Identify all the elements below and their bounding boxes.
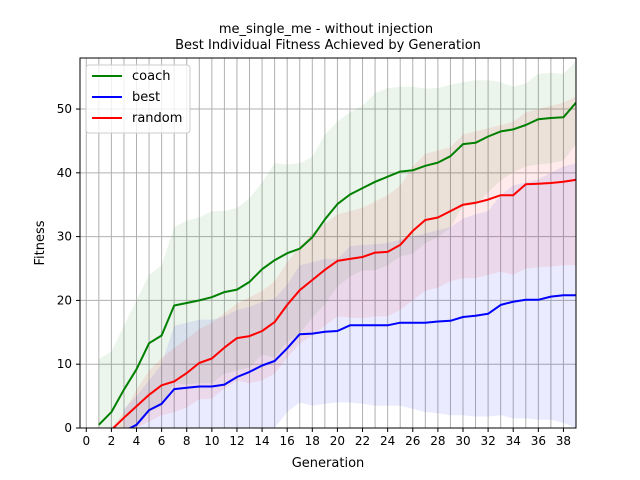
x-axis-label: Generation xyxy=(292,456,365,471)
y-tick-label: 50 xyxy=(57,102,72,116)
legend-label-coach: coach xyxy=(132,69,170,84)
legend-box xyxy=(85,64,191,134)
y-tick-label: 10 xyxy=(57,357,72,371)
x-tick-label: 20 xyxy=(330,434,345,448)
x-tick-label: 24 xyxy=(380,434,395,448)
series-lines xyxy=(98,102,576,428)
x-tick-label: 22 xyxy=(355,434,370,448)
y-axis-ticks: 0 10 20 30 40 50 xyxy=(57,102,80,435)
x-tick-label: 26 xyxy=(405,434,420,448)
legend-label-best: best xyxy=(132,90,160,105)
band-coach xyxy=(98,61,577,428)
x-tick-label: 36 xyxy=(531,434,546,448)
legend-label-random: random xyxy=(132,111,182,126)
x-tick-label: 6 xyxy=(158,434,166,448)
x-tick-label: 38 xyxy=(556,434,571,448)
x-tick-label: 32 xyxy=(480,434,495,448)
y-tick-label: 40 xyxy=(57,166,72,180)
x-tick-label: 2 xyxy=(108,434,116,448)
chart-title: me_single_me - without injection xyxy=(219,22,433,37)
line-best xyxy=(127,294,576,428)
x-tick-label: 14 xyxy=(254,434,269,448)
line-random xyxy=(111,178,576,428)
x-tick-label: 34 xyxy=(506,434,521,448)
x-tick-label: 8 xyxy=(183,434,191,448)
legend: coach best random xyxy=(85,64,191,134)
x-tick-label: 4 xyxy=(133,434,141,448)
x-tick-label: 16 xyxy=(280,434,295,448)
y-axis-label: Fitness xyxy=(33,220,48,265)
x-tick-label: 28 xyxy=(430,434,445,448)
x-axis-ticks: 0 2 4 6 8 10 12 14 16 18 20 22 24 26 28 30 32 34 36 38 xyxy=(82,428,571,448)
band-best xyxy=(123,163,577,429)
y-tick-label: 30 xyxy=(57,230,72,244)
x-tick-label: 0 xyxy=(82,434,90,448)
x-tick-label: 30 xyxy=(455,434,470,448)
chart-subtitle: Best Individual Fitness Achieved by Gene… xyxy=(175,38,481,53)
line-coach xyxy=(98,102,576,426)
y-tick-label: 20 xyxy=(57,293,72,307)
y-tick-label: 0 xyxy=(64,421,72,435)
x-tick-label: 10 xyxy=(204,434,219,448)
x-tick-label: 18 xyxy=(305,434,320,448)
plot-frame xyxy=(79,57,577,429)
x-tick-label: 12 xyxy=(229,434,244,448)
